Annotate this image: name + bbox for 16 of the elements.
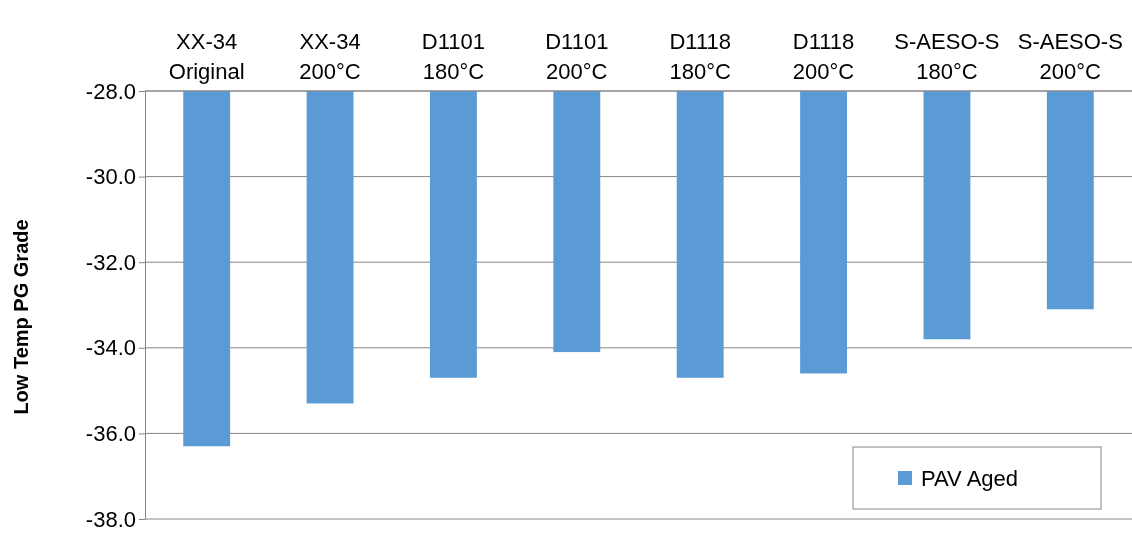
y-tick-label: -38.0 xyxy=(85,506,136,532)
y-tick-label: -32.0 xyxy=(85,249,136,275)
x-tick-label: XX-34 200°C xyxy=(299,29,361,84)
y-tick-label: -30.0 xyxy=(85,164,136,190)
x-tick-label: D1118 180°C xyxy=(669,29,731,84)
y-axis-title: Low Temp PG Grade xyxy=(10,219,32,415)
y-tick-label: -28.0 xyxy=(85,78,136,104)
x-tick-label: D1101 200°C xyxy=(545,29,609,84)
x-tick-label: D1101 180°C xyxy=(421,29,486,84)
legend-label: PAV Aged xyxy=(921,466,1019,491)
y-tick-label: -34.0 xyxy=(85,335,136,361)
x-tick-label: XX-34 Original xyxy=(168,29,245,84)
y-tick-label: -36.0 xyxy=(85,420,136,446)
x-tick-label: D1118 200°C xyxy=(792,29,855,84)
x-tick-label: S-AESO-S 200°C xyxy=(1017,29,1123,84)
x-tick-label: S-AESO-S 180°C xyxy=(894,29,1000,84)
